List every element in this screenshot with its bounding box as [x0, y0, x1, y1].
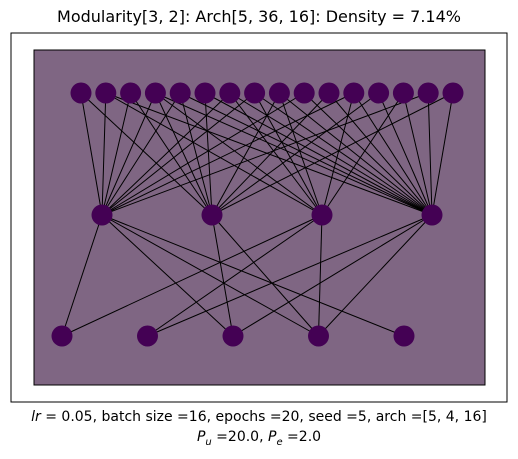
input-node — [343, 82, 365, 104]
pe-symbol: P — [268, 429, 277, 445]
edge — [204, 92, 433, 216]
edge — [211, 214, 319, 337]
edge — [254, 92, 433, 216]
edge — [101, 92, 429, 216]
edge — [211, 214, 234, 337]
edge — [179, 92, 213, 216]
caption-line-2: Pu =20.0, Pe =2.0 — [0, 429, 518, 448]
hidden-node — [421, 204, 443, 226]
input-node — [194, 82, 216, 104]
edge — [147, 214, 323, 337]
edge — [211, 92, 280, 216]
input-node — [442, 82, 464, 104]
edge — [147, 214, 433, 337]
caption-line-1-text: = 0.05, batch size =16, epochs =20, seed… — [40, 409, 487, 425]
edge — [101, 214, 234, 337]
input-node — [392, 82, 414, 104]
edge — [101, 92, 181, 216]
input-node — [293, 82, 315, 104]
edges-group — [61, 92, 454, 337]
pe-text: =2.0 — [282, 429, 322, 445]
edge — [204, 92, 213, 216]
input-node — [268, 82, 290, 104]
input-node — [219, 82, 241, 104]
input-node — [368, 82, 390, 104]
plot-title: Modularity[3, 2]: Arch[5, 36, 16]: Densi… — [57, 7, 461, 26]
edge — [101, 214, 405, 337]
edge — [61, 214, 103, 337]
edge — [278, 92, 323, 216]
edge — [321, 92, 404, 216]
input-node — [70, 82, 92, 104]
input-node — [318, 82, 340, 104]
edge — [101, 92, 107, 216]
edge — [328, 92, 433, 216]
edge — [101, 92, 255, 216]
edge — [80, 92, 103, 216]
output-node — [51, 325, 73, 347]
edge — [105, 92, 433, 216]
edge — [427, 92, 433, 216]
input-node — [417, 82, 439, 104]
edge — [80, 92, 213, 216]
edge — [378, 92, 433, 216]
axes-frame — [10, 32, 508, 403]
pu-symbol: P — [196, 429, 206, 445]
hidden-node — [91, 204, 113, 226]
edge — [318, 214, 433, 337]
edge — [353, 92, 433, 216]
pu-subscript: u — [205, 436, 212, 448]
edge — [101, 92, 355, 216]
pe-subscript: e — [276, 436, 283, 448]
edge — [431, 92, 454, 216]
edge — [211, 92, 379, 216]
edge — [229, 92, 433, 216]
pu-text: =20.0, — [211, 429, 268, 445]
edge — [101, 92, 231, 216]
edge — [101, 92, 132, 216]
input-node — [144, 82, 166, 104]
output-node — [222, 325, 244, 347]
edge — [229, 92, 323, 216]
edge — [254, 92, 323, 216]
edge — [130, 92, 213, 216]
output-node — [308, 325, 329, 347]
hidden-node — [311, 204, 333, 226]
hidden-node — [201, 204, 223, 226]
edge — [402, 92, 433, 216]
edge — [101, 92, 305, 216]
output-node — [137, 325, 158, 347]
edge — [211, 92, 330, 216]
edge — [279, 92, 433, 216]
output-node — [393, 325, 415, 347]
edge — [211, 92, 454, 216]
edge — [232, 214, 433, 337]
edge — [154, 92, 213, 216]
nodes-group — [51, 82, 464, 347]
edge — [155, 92, 323, 216]
edge — [321, 92, 355, 216]
edge — [318, 214, 323, 337]
input-node — [169, 82, 191, 104]
caption-line-1: lr = 0.05, batch size =16, epochs =20, s… — [0, 409, 518, 425]
lr-symbol: lr — [31, 409, 41, 425]
edge — [105, 92, 323, 216]
edge — [303, 92, 433, 216]
edge — [101, 214, 319, 337]
edge — [101, 92, 156, 216]
edge — [61, 214, 323, 337]
input-node — [244, 82, 266, 104]
edge — [179, 92, 433, 216]
input-node — [120, 82, 142, 104]
edge — [155, 92, 433, 216]
input-node — [95, 82, 117, 104]
